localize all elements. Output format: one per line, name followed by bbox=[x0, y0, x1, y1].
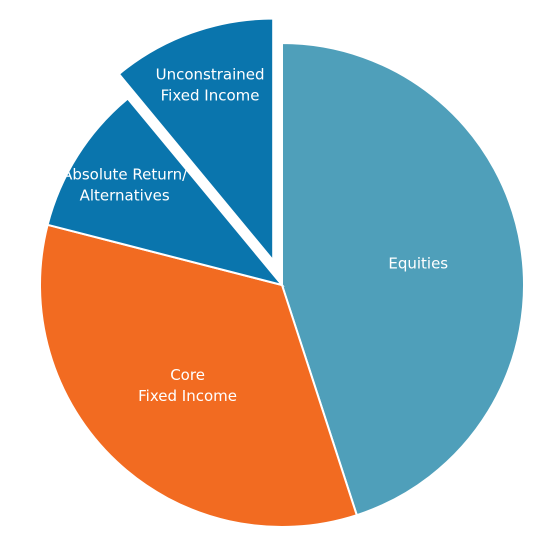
pie-slice bbox=[46, 97, 285, 287]
slice-label: Equities bbox=[388, 254, 448, 272]
slice-label: Absolute Return/Alternatives bbox=[62, 165, 188, 204]
slice-label: Unconstrained Fixed Income bbox=[156, 65, 265, 104]
slice-label: Core Fixed Income bbox=[138, 366, 237, 405]
pie-slice bbox=[39, 223, 359, 528]
pie-slice bbox=[117, 17, 275, 264]
pie-slice bbox=[281, 41, 525, 517]
